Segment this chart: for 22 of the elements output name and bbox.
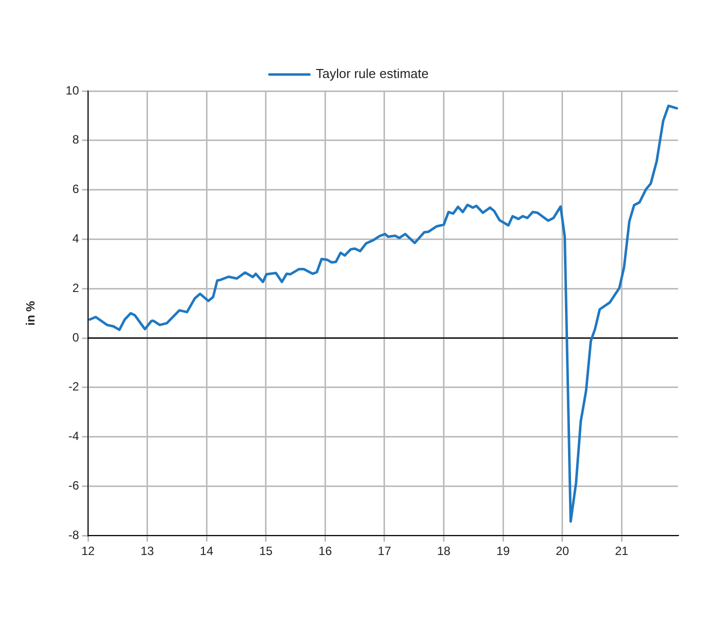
y-tick-label: -2	[68, 380, 80, 394]
y-tick-label: 0	[72, 330, 80, 344]
x-tick-label: 17	[378, 544, 392, 558]
x-tick-label: 21	[614, 544, 629, 558]
y-tick-label: -4	[68, 429, 80, 444]
y-tick-label: 4	[72, 232, 80, 246]
x-tick-label: 15	[259, 544, 273, 558]
legend-label: Taylor rule estimate	[316, 66, 429, 82]
y-tick-label: 10	[66, 83, 80, 98]
y-tick-label: -6	[68, 478, 80, 493]
y-tick-label: 8	[72, 132, 80, 147]
x-tick-label: 13	[140, 544, 154, 558]
y-tick-label: -8	[68, 528, 80, 542]
y-tick-label: 6	[72, 182, 80, 196]
x-tick-label: 18	[437, 544, 451, 558]
x-tick-label: 20	[556, 544, 570, 558]
x-tick-label: 16	[318, 544, 332, 558]
x-tick-label: 12	[81, 544, 95, 558]
x-tick-label: 19	[496, 544, 510, 558]
x-tick-label: 14	[200, 544, 214, 558]
y-tick-label: 2	[72, 280, 80, 295]
y-axis-title: in %	[24, 300, 38, 326]
